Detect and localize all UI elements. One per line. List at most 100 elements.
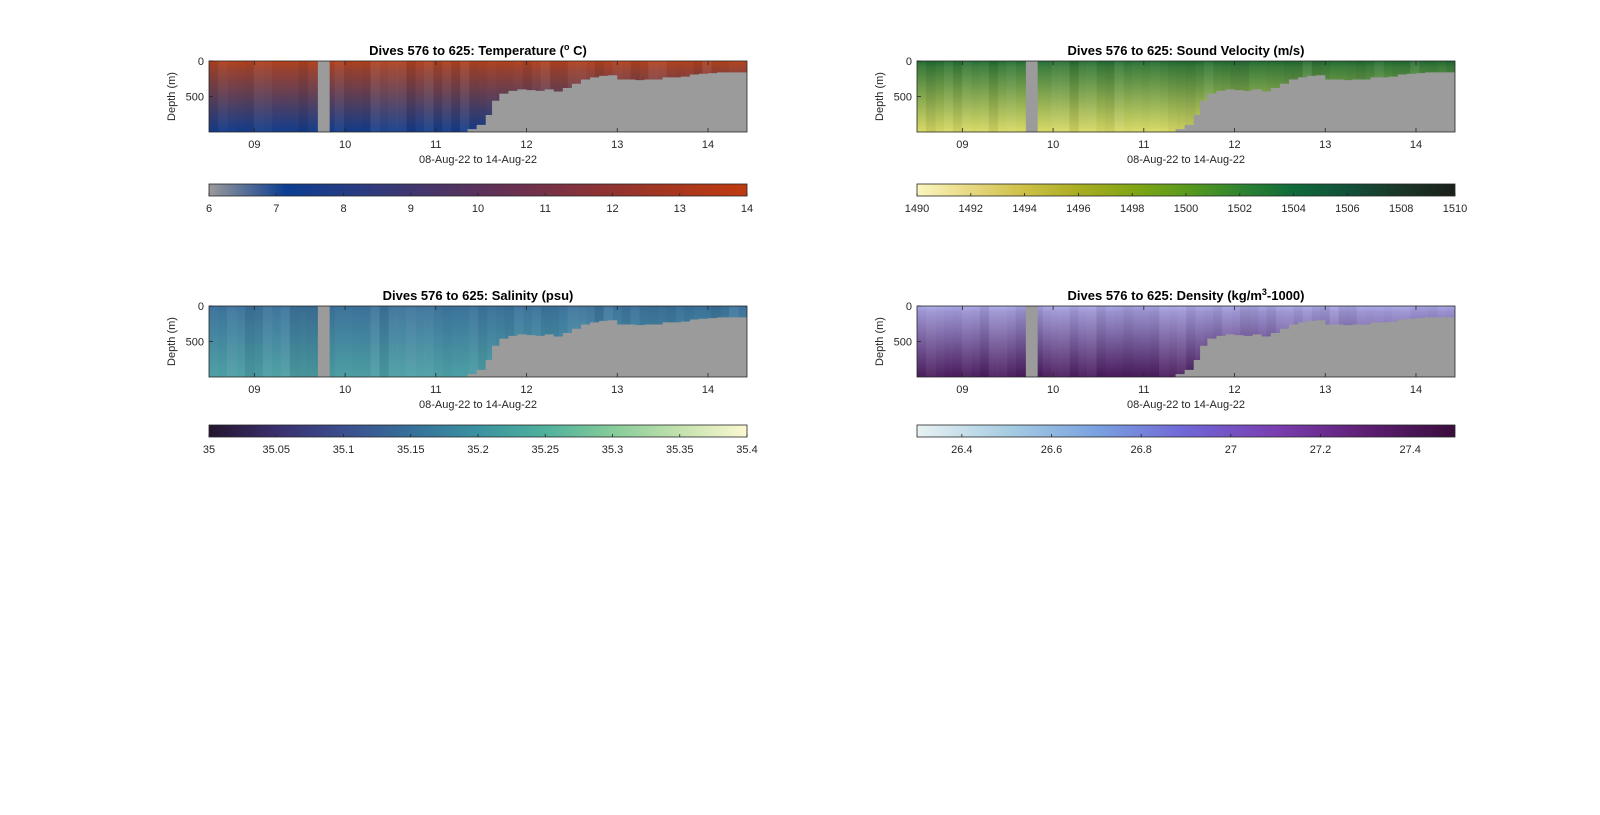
colorbar: 6 7 8 9 10 11 12 13 14 bbox=[206, 183, 753, 215]
colorbar-tick-label: 11 bbox=[540, 203, 551, 215]
chart-title-main: Dives 576 to 625: Temperature ( bbox=[369, 43, 565, 58]
y-axis-label: Depth (m) bbox=[166, 72, 178, 121]
x-tick-label: 12 bbox=[520, 384, 532, 396]
x-tick-label: 14 bbox=[702, 384, 714, 396]
x-tick-label: 13 bbox=[1319, 384, 1331, 396]
colorbar-tick-label: 35.1 bbox=[333, 444, 354, 456]
colorbar-tick-label: 8 bbox=[340, 203, 346, 215]
colorbar-tick-label: 35.4 bbox=[736, 444, 757, 456]
colorbar-tick-label: 1498 bbox=[1120, 203, 1144, 215]
colorbar-tick-label: 35 bbox=[203, 444, 215, 456]
panel-sound_velocity: 09 10 11 12 13 14 0 500 Depth (m) 08-Aug-22 to 14… bbox=[874, 43, 1467, 215]
chart-title-superscript: 3 bbox=[1262, 287, 1267, 297]
colorbar-tick-label: 14 bbox=[741, 203, 753, 215]
colorbar: 35 35.05 35.1 35.15 35.2 35.25 35.3 35.35 35.4 bbox=[203, 424, 758, 456]
y-tick-label: 0 bbox=[906, 56, 912, 68]
x-tick-label: 14 bbox=[1410, 384, 1422, 396]
chart-title: Dives 576 to 625: Density (kg/m3-1000) bbox=[1068, 287, 1305, 303]
colorbar-ramp bbox=[917, 184, 1455, 196]
colorbar-tick-label: 27.2 bbox=[1310, 444, 1331, 456]
colorbar-ramp bbox=[917, 425, 1455, 437]
colorbar: 26.4 26.6 26.8 27 27.2 27.4 bbox=[916, 424, 1456, 456]
colorbar-tick-label: 1502 bbox=[1228, 203, 1252, 215]
x-tick-label: 10 bbox=[1047, 139, 1059, 151]
panels: 09 10 11 12 13 14 0 500 Depth (m) 08-Aug-22 to 14… bbox=[166, 42, 1467, 456]
colorbar-tick-label: 1504 bbox=[1281, 203, 1305, 215]
chart-title-end: C) bbox=[570, 43, 587, 58]
x-tick-label: 11 bbox=[430, 384, 441, 396]
data-gap bbox=[317, 61, 330, 132]
x-tick-label: 12 bbox=[1228, 139, 1240, 151]
seafloor-mask bbox=[467, 72, 747, 132]
y-tick-label: 0 bbox=[906, 301, 912, 313]
x-tick-label: 14 bbox=[702, 139, 714, 151]
colorbar-tick-label: 1506 bbox=[1335, 203, 1359, 215]
y-tick-label: 0 bbox=[198, 301, 204, 313]
colorbar-tick-label: 10 bbox=[472, 203, 484, 215]
chart-title-main: Dives 576 to 625: Density (kg/m bbox=[1068, 288, 1262, 303]
panel-density: 09 10 11 12 13 14 0 500 Depth (m) 08-Aug-22 to 14… bbox=[874, 287, 1456, 456]
seafloor-mask bbox=[467, 317, 747, 377]
x-axis-label: 08-Aug-22 to 14-Aug-22 bbox=[419, 399, 537, 411]
colorbar-tick-label: 6 bbox=[206, 203, 212, 215]
y-tick-label: 0 bbox=[198, 56, 204, 68]
x-tick-label: 13 bbox=[611, 384, 623, 396]
chart-title-main: Dives 576 to 625: Salinity (psu) bbox=[383, 288, 574, 303]
x-tick-label: 09 bbox=[956, 139, 968, 151]
chart-title: Dives 576 to 625: Sound Velocity (m/s) bbox=[1068, 43, 1305, 58]
colorbar-tick-label: 1500 bbox=[1174, 203, 1198, 215]
colorbar-tick-label: 26.6 bbox=[1041, 444, 1062, 456]
data-gap bbox=[1025, 61, 1038, 132]
x-tick-label: 11 bbox=[1138, 384, 1149, 396]
x-tick-label: 11 bbox=[1138, 139, 1149, 151]
data-gap bbox=[1025, 306, 1038, 377]
colorbar-tick-label: 35.25 bbox=[531, 444, 559, 456]
seafloor-mask bbox=[1175, 72, 1455, 132]
y-axis-label: Depth (m) bbox=[166, 317, 178, 366]
y-tick-label: 500 bbox=[894, 337, 912, 349]
x-axis-label: 08-Aug-22 to 14-Aug-22 bbox=[1127, 154, 1245, 166]
x-tick-label: 09 bbox=[956, 384, 968, 396]
colorbar-tick-label: 26.8 bbox=[1130, 444, 1151, 456]
colorbar-tick-label: 35.3 bbox=[602, 444, 623, 456]
colorbar-tick-label: 1492 bbox=[959, 203, 983, 215]
y-axis-label: Depth (m) bbox=[874, 72, 886, 121]
colorbar-tick-label: 35.15 bbox=[397, 444, 425, 456]
colorbar-tick-label: 35.35 bbox=[666, 444, 694, 456]
colorbar-tick-label: 7 bbox=[273, 203, 279, 215]
panel-temperature: 09 10 11 12 13 14 0 500 Depth (m) 08-Aug-22 to 14… bbox=[166, 42, 753, 215]
chart-title-superscript: o bbox=[564, 42, 570, 52]
y-tick-label: 500 bbox=[186, 337, 204, 349]
x-axis-label: 08-Aug-22 to 14-Aug-22 bbox=[1127, 399, 1245, 411]
colorbar-tick-label: 1494 bbox=[1012, 203, 1036, 215]
y-tick-label: 500 bbox=[894, 92, 912, 104]
colorbar-tick-label: 35.2 bbox=[467, 444, 488, 456]
colorbar-tick-label: 13 bbox=[674, 203, 686, 215]
x-tick-label: 12 bbox=[1228, 384, 1240, 396]
colorbar-tick-label: 26.4 bbox=[951, 444, 972, 456]
colorbar-tick-label: 1508 bbox=[1389, 203, 1413, 215]
x-tick-label: 14 bbox=[1410, 139, 1422, 151]
colorbar-tick-label: 27 bbox=[1225, 444, 1237, 456]
x-tick-label: 09 bbox=[248, 384, 260, 396]
data-gap bbox=[317, 306, 330, 377]
x-tick-label: 10 bbox=[1047, 384, 1059, 396]
chart-title: Dives 576 to 625: Salinity (psu) bbox=[383, 288, 574, 303]
y-axis-label: Depth (m) bbox=[874, 317, 886, 366]
x-tick-label: 13 bbox=[1319, 139, 1331, 151]
x-tick-label: 10 bbox=[339, 384, 351, 396]
x-axis-label: 08-Aug-22 to 14-Aug-22 bbox=[419, 154, 537, 166]
colorbar-tick-label: 1496 bbox=[1066, 203, 1090, 215]
colorbar-tick-label: 1490 bbox=[905, 203, 929, 215]
x-tick-label: 12 bbox=[520, 139, 532, 151]
colorbar-tick-label: 27.4 bbox=[1399, 444, 1420, 456]
colorbar: 1490 1492 1494 1496 1498 1500 1502 1504 1506 1508… bbox=[905, 183, 1467, 215]
chart-title-end: -1000) bbox=[1267, 288, 1305, 303]
x-tick-label: 11 bbox=[430, 139, 441, 151]
x-tick-label: 10 bbox=[339, 139, 351, 151]
colorbar-tick-label: 1510 bbox=[1443, 203, 1467, 215]
panel-salinity: 09 10 11 12 13 14 0 500 Depth (m) 08-Aug-22 to 14… bbox=[166, 288, 758, 456]
seafloor-mask bbox=[1175, 317, 1455, 377]
